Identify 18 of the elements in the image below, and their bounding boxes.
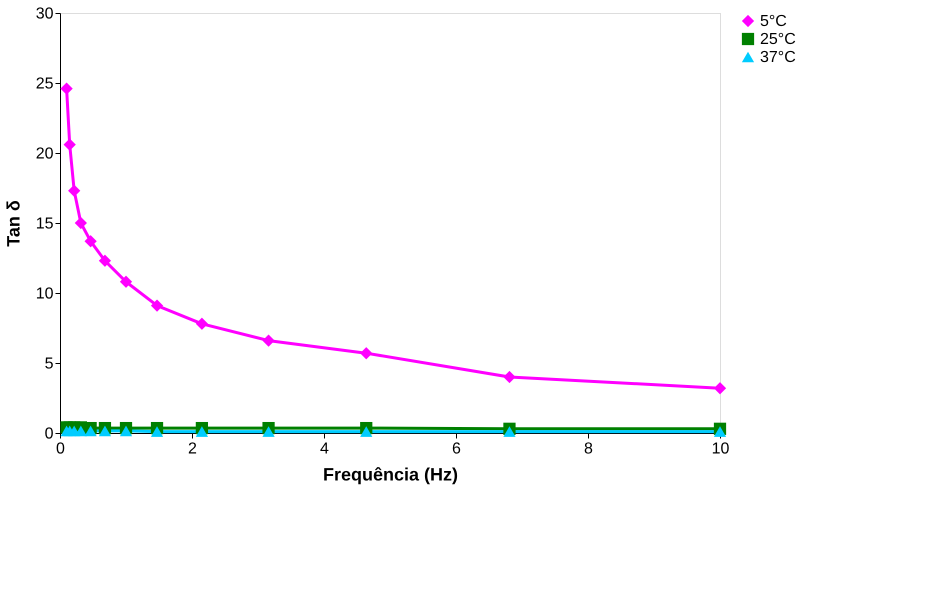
x-tick-label: 8 bbox=[584, 440, 594, 458]
legend-label: 5°C bbox=[760, 13, 787, 30]
y-tick-label: 15 bbox=[36, 216, 54, 232]
y-tick-label: 25 bbox=[36, 76, 54, 92]
x-tick-label: 2 bbox=[188, 440, 198, 458]
y-axis-title: Tan δ bbox=[4, 200, 24, 247]
legend-label: 25°C bbox=[760, 31, 796, 48]
x-axis-title: Frequência (Hz) bbox=[322, 464, 458, 484]
x-tick-label: 10 bbox=[712, 440, 730, 458]
y-tick-label: 0 bbox=[44, 426, 54, 442]
y-tick-label: 30 bbox=[36, 6, 54, 22]
x-tick-label: 0 bbox=[56, 440, 66, 458]
y-tick-label: 20 bbox=[36, 146, 54, 162]
y-tick-label: 10 bbox=[36, 286, 54, 302]
y-tick-label: 5 bbox=[44, 356, 54, 372]
x-tick-label: 6 bbox=[452, 440, 462, 458]
legend-label: 37°C bbox=[760, 49, 796, 66]
x-tick-label: 4 bbox=[320, 440, 330, 458]
